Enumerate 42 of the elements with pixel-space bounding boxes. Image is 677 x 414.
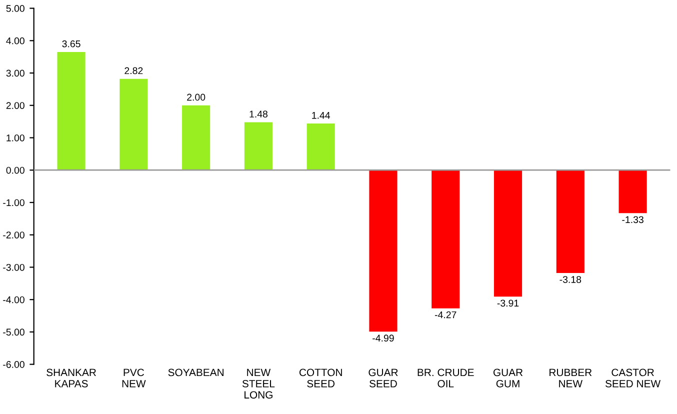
data-label: -4.99 (372, 334, 394, 342)
bar (57, 52, 86, 170)
y-tick-label: 5.00 (6, 5, 24, 12)
x-tick-label: PVC NEW (122, 368, 146, 388)
data-label: 2.00 (187, 94, 206, 101)
y-tick-label: -6.00 (3, 361, 24, 368)
x-tick-label: CASTOR SEED NEW (605, 368, 661, 388)
x-tick-label: GUAR GUM (493, 368, 523, 388)
bar (244, 122, 272, 170)
data-label: 1.48 (250, 110, 268, 118)
x-tick-label: COTTON SEED (299, 368, 342, 388)
y-tick-label: 2.00 (6, 102, 24, 109)
data-label: -3.91 (497, 300, 519, 307)
y-tick-label: 4.00 (6, 37, 24, 44)
bar (432, 170, 460, 308)
y-tick-label: 0.00 (6, 166, 24, 174)
y-tick-label: -1.00 (3, 199, 24, 206)
data-label: -3.18 (560, 276, 582, 283)
y-tick-label: -2.00 (3, 232, 24, 238)
bar (369, 170, 398, 332)
y-tick-label: 1.00 (6, 134, 24, 142)
bar (494, 170, 522, 297)
y-tick-label: 3.00 (6, 70, 24, 77)
bar (556, 170, 584, 274)
x-tick-label: RUBBER NEW (550, 368, 592, 388)
bar (618, 170, 647, 214)
x-tick-label: SHANKAR KAPAS (46, 368, 96, 388)
data-label: -1.33 (622, 216, 644, 224)
bar (306, 124, 335, 170)
x-tick-label: SOYABEAN (168, 368, 224, 376)
y-tick-label: -3.00 (3, 264, 24, 271)
data-label: 1.44 (312, 112, 330, 119)
y-tick-label: -4.00 (3, 296, 24, 304)
bar (120, 78, 148, 170)
data-label: 3.65 (62, 40, 80, 48)
y-tick-label: -5.00 (3, 328, 24, 336)
x-tick-label: BR. CRUDE OIL (418, 368, 474, 388)
bar (182, 105, 210, 170)
x-tick-label: GUAR SEED (368, 368, 398, 388)
data-label: -4.27 (434, 311, 456, 318)
data-label: 2.82 (124, 67, 143, 74)
x-tick-label: NEW STEEL LONG (242, 368, 275, 399)
